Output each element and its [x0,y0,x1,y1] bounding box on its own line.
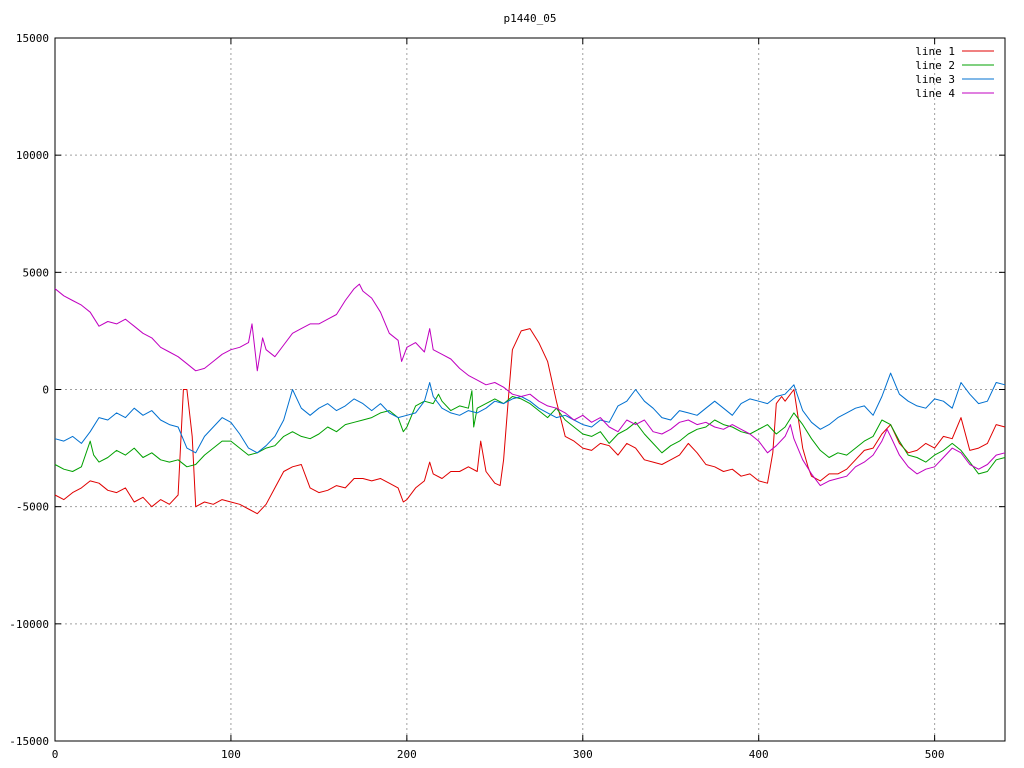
series-line-3 [54,372,1006,454]
y-tick-label: 5000 [23,266,50,279]
legend-label-1: line 1 [915,45,955,58]
y-tick-label: 10000 [16,149,49,162]
legend-label-4: line 4 [915,87,955,100]
series-line-2 [54,390,1006,475]
legend-label-3: line 3 [915,73,955,86]
series-lines [54,283,1006,515]
grid [55,38,1005,741]
legend-label-2: line 2 [915,59,955,72]
y-tick-label: -15000 [9,735,49,748]
y-tick-label: 0 [42,384,49,397]
axes: -15000 -10000 -5000 0 5000 10000 15000 0 100 200 3… [9,32,1006,761]
y-tick-label: 15000 [16,32,49,45]
series-line-4 [54,283,1006,487]
x-tick-label: 100 [221,748,241,761]
x-tick-label: 200 [397,748,417,761]
x-tick-label: 300 [573,748,593,761]
x-tick-label: 0 [52,748,59,761]
x-tick-label: 500 [925,748,945,761]
y-tick-label: -5000 [16,501,49,514]
x-tick-label: 400 [749,748,769,761]
y-tick-label: -10000 [9,618,49,631]
chart-title: p1440_05 [504,12,557,25]
series-line-1 [54,328,1006,515]
